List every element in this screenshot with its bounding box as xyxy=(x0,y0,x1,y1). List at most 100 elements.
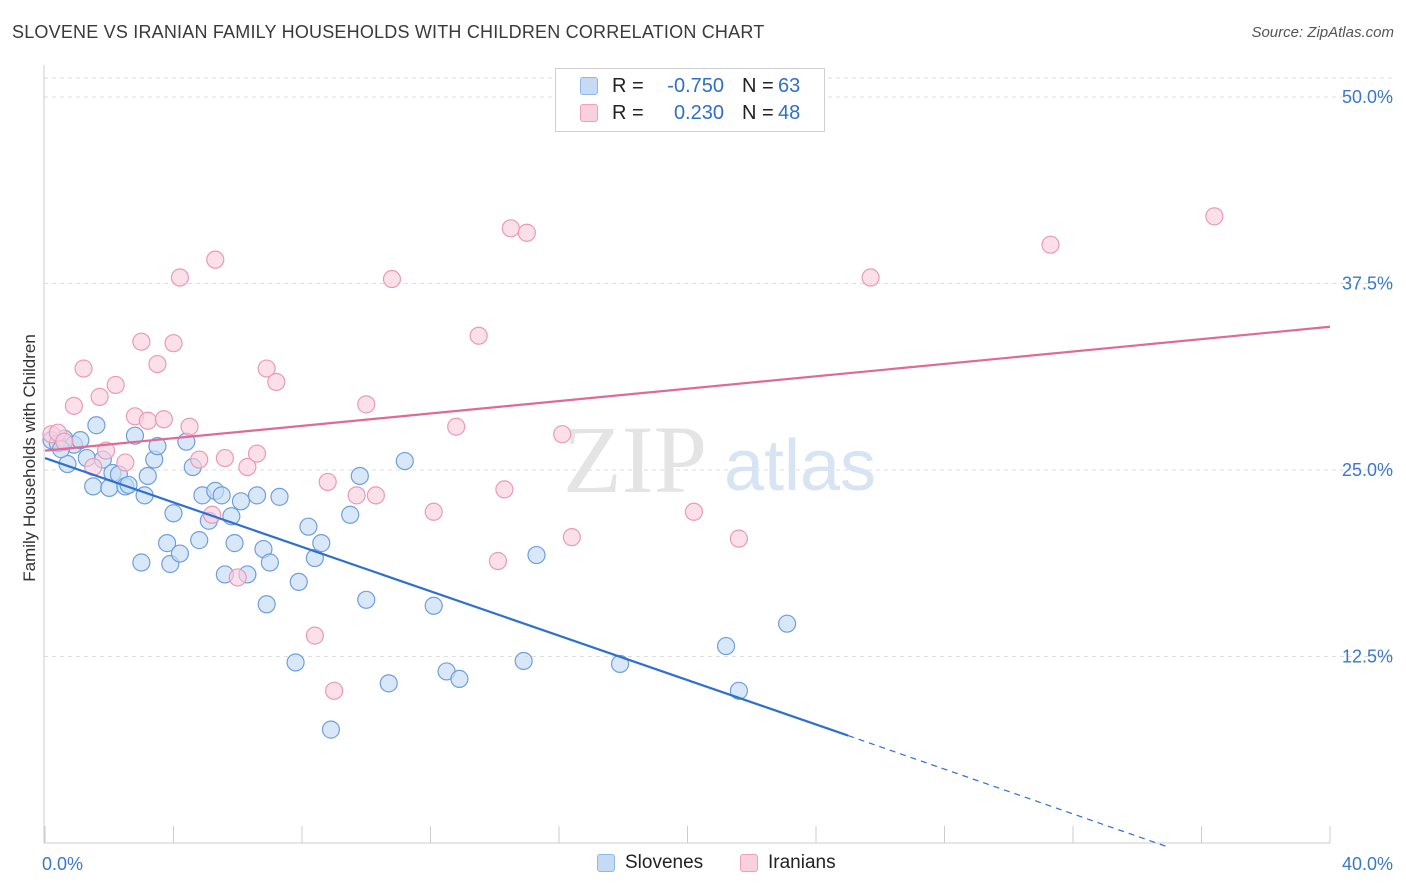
slovene-point xyxy=(777,614,797,633)
chart-title: SLOVENE VS IRANIAN FAMILY HOUSEHOLDS WIT… xyxy=(12,22,765,42)
legend-swatch-iranians xyxy=(580,104,598,122)
legend-r-label: R = xyxy=(612,74,644,97)
tick-labels: 12.5% 25.0% 37.5% 50.0% 0.0% 40.0% xyxy=(42,87,1393,874)
slovene-point xyxy=(610,654,630,674)
slovene-point xyxy=(527,545,546,565)
iranian-point xyxy=(424,502,443,521)
iranian-point xyxy=(190,450,209,469)
legend-label-slovenes: Slovenes xyxy=(625,852,704,873)
iranian-point xyxy=(517,223,536,242)
iranian-point xyxy=(238,457,257,477)
iranian-point xyxy=(74,359,93,378)
iranian-point xyxy=(347,486,366,505)
series-legend: Slovenes Iranians xyxy=(0,852,1406,878)
slovene-point xyxy=(164,504,183,523)
iranian-point xyxy=(469,326,488,345)
stats-legend: R = -0.750 N = 63 R = 0.230 N = 48 xyxy=(555,68,825,132)
slovene-point xyxy=(257,595,276,614)
slovene-point xyxy=(350,466,369,486)
iranian-point xyxy=(206,250,225,269)
iranian-point xyxy=(325,681,344,700)
iranian-point xyxy=(684,502,704,521)
legend-item-slovenes[interactable]: Slovenes xyxy=(597,852,703,874)
iranian-point xyxy=(132,332,151,351)
legend-n-value: 48 xyxy=(778,101,801,124)
axes xyxy=(43,65,1331,844)
iranian-point xyxy=(116,453,135,472)
slovene-point xyxy=(125,426,145,445)
legend-r-value: -0.750 xyxy=(667,74,724,97)
legend-n-label: N = xyxy=(742,74,774,97)
data-points xyxy=(42,207,1224,739)
legend-label-iranians: Iranians xyxy=(768,852,836,873)
iranian-point xyxy=(55,432,74,451)
iranian-point xyxy=(501,219,520,238)
legend-r-label: R = xyxy=(612,101,644,124)
slovene-point xyxy=(270,487,289,506)
slovene-point xyxy=(729,681,749,700)
iranian-point xyxy=(729,529,749,548)
trend-lines xyxy=(44,325,1331,849)
iranian-point xyxy=(148,354,167,374)
iranian-point xyxy=(228,568,247,587)
slovene-trend-extension xyxy=(847,735,1170,849)
iranian-point xyxy=(447,417,466,436)
legend-r-value: 0.230 xyxy=(673,101,724,124)
iranian-trend-line xyxy=(44,325,1331,452)
y-tick-label: 37.5% xyxy=(1342,274,1393,294)
y-tick-label: 25.0% xyxy=(1342,460,1393,480)
slovene-trend-line xyxy=(44,457,849,737)
slovene-point xyxy=(312,534,331,553)
x-tick-label: 40.0% xyxy=(1342,854,1393,874)
iranian-point xyxy=(180,417,199,436)
iranian-point xyxy=(164,334,183,353)
iranian-point xyxy=(90,387,109,406)
slovene-point xyxy=(450,669,469,688)
legend-n-label: N = xyxy=(742,101,774,124)
iranian-point xyxy=(257,359,276,378)
iranian-point xyxy=(553,425,572,444)
slovene-point xyxy=(190,531,209,550)
iranian-point xyxy=(1041,235,1060,254)
slovene-point xyxy=(225,534,244,553)
iranian-point xyxy=(267,372,286,392)
slovene-point xyxy=(84,477,103,496)
legend-swatch-iranians xyxy=(740,854,758,872)
slovene-point xyxy=(87,416,106,435)
iranian-point xyxy=(64,396,84,415)
iranian-point xyxy=(382,269,402,289)
watermark-zip: ZIP xyxy=(563,406,707,513)
slovene-point xyxy=(132,553,151,572)
slovene-point xyxy=(299,517,318,536)
iranian-point xyxy=(1205,207,1224,226)
legend-n-value: 63 xyxy=(778,74,801,97)
iranian-point xyxy=(106,375,125,395)
iranian-point xyxy=(170,268,190,287)
slovene-point xyxy=(716,636,736,656)
iranian-point xyxy=(154,410,173,429)
legend-swatch-slovenes xyxy=(580,77,598,95)
iranian-point xyxy=(366,486,385,505)
slovene-point xyxy=(148,437,167,456)
slovene-point xyxy=(286,653,305,672)
slovene-point xyxy=(357,590,376,609)
legend-item-iranians[interactable]: Iranians xyxy=(740,852,836,874)
legend-row-slovenes: R = -0.750 N = 63 xyxy=(580,74,800,98)
slovene-point xyxy=(231,492,251,511)
slovene-point xyxy=(170,544,190,563)
slovene-point xyxy=(157,534,177,553)
slovene-point xyxy=(379,674,398,693)
iranian-point xyxy=(495,480,514,499)
iranian-point xyxy=(96,441,116,460)
iranian-point xyxy=(357,395,376,414)
slovene-point xyxy=(341,505,360,524)
watermark: ZIP atlas xyxy=(563,406,876,513)
slovene-point xyxy=(321,720,341,739)
iranian-point xyxy=(861,268,880,287)
x-tick-label: 0.0% xyxy=(42,854,83,874)
slovene-point xyxy=(247,486,267,505)
legend-swatch-slovenes xyxy=(597,854,615,872)
y-tick-label: 50.0% xyxy=(1342,87,1393,107)
iranian-point xyxy=(305,626,324,645)
iranian-point xyxy=(488,551,508,571)
